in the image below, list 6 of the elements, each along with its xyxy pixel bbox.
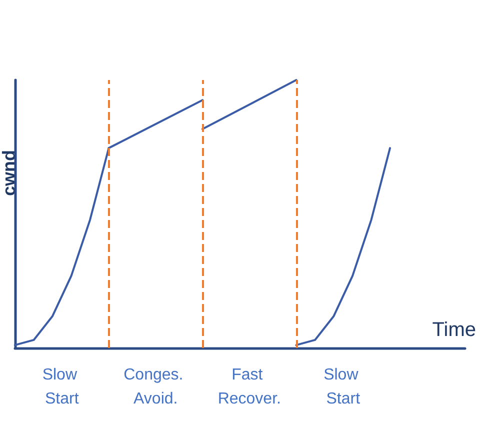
y-axis-title: cwnd — [0, 150, 19, 196]
x-axis-title: Time — [432, 319, 476, 341]
text: Conges. Avoid. — [124, 366, 188, 408]
text: Slow Start — [324, 366, 363, 408]
text: Slow Start — [42, 366, 82, 408]
text: Fast Recover. — [218, 366, 281, 408]
